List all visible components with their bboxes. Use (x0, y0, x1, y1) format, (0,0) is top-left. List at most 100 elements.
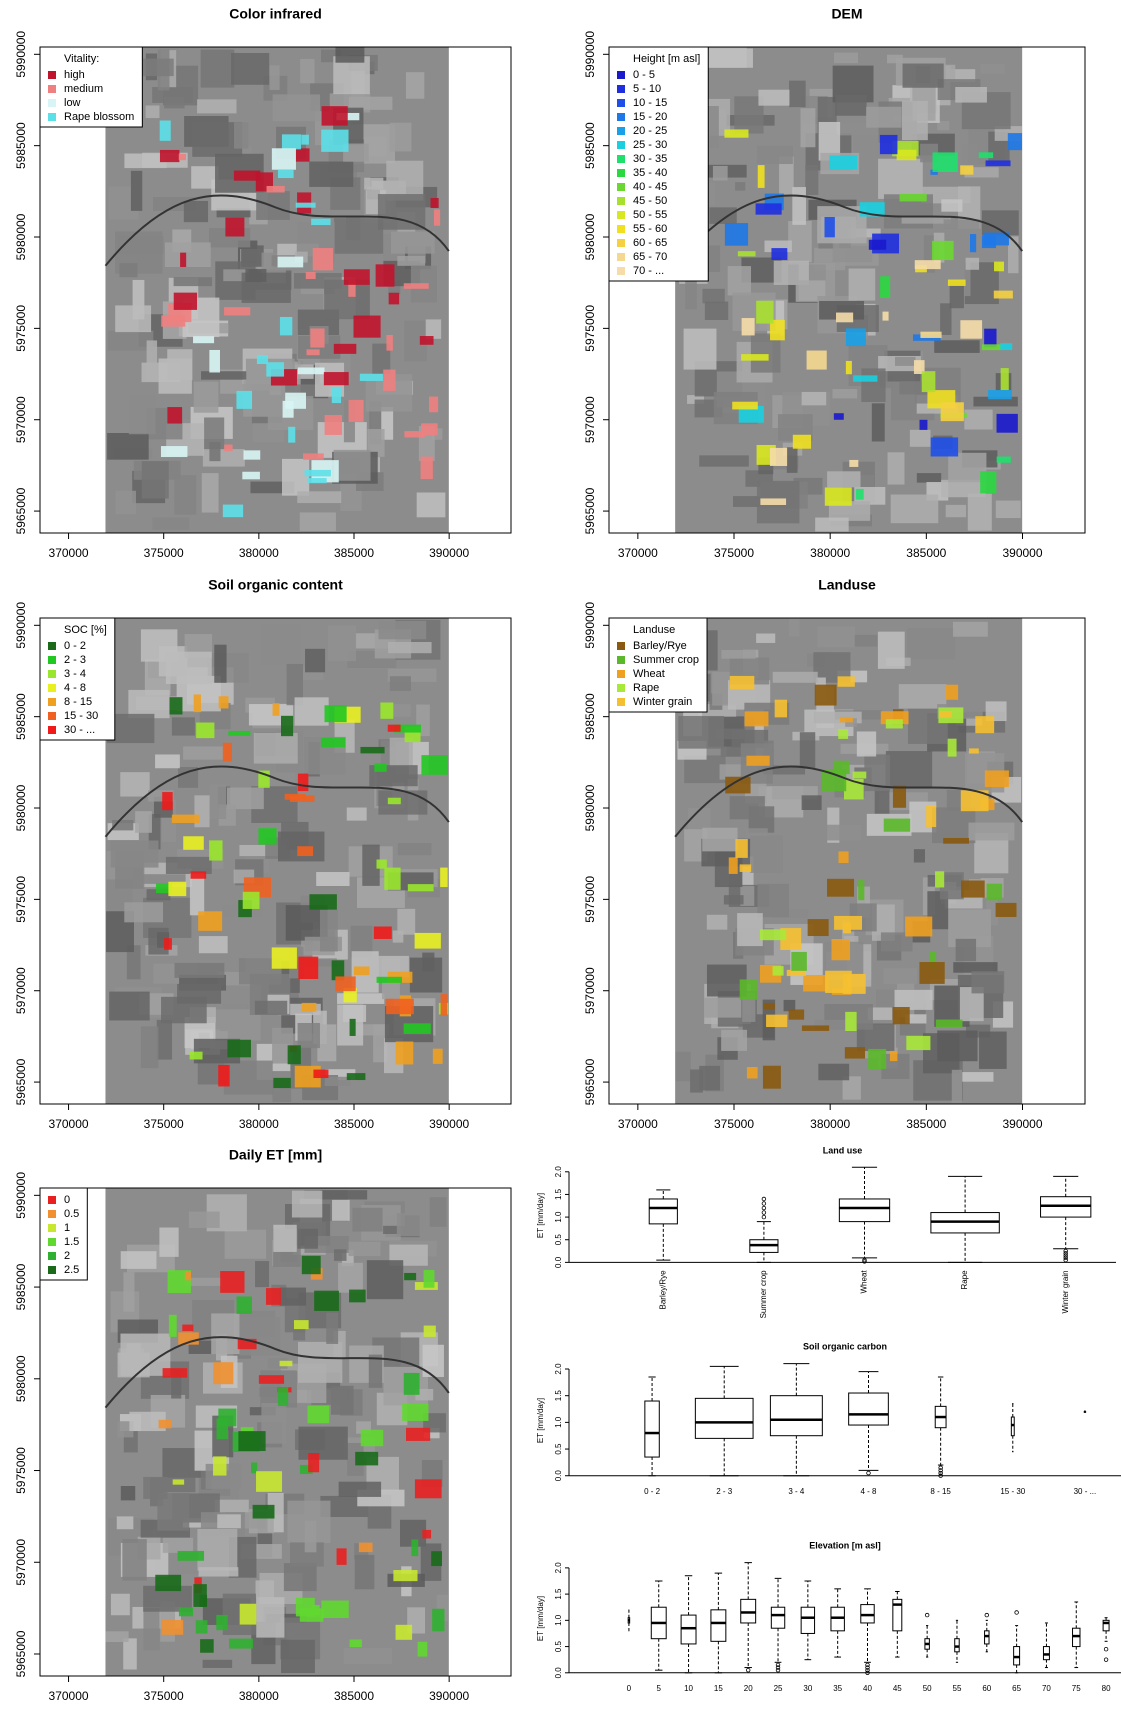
field-patch (882, 311, 889, 321)
legend-swatch (617, 155, 625, 163)
aerial-field (120, 1485, 136, 1501)
outlier (1063, 1257, 1068, 1263)
aerial-field (405, 72, 425, 99)
field-patch (825, 970, 852, 993)
field-patch (806, 350, 827, 370)
x-tick-label: 380000 (239, 1117, 279, 1131)
field-patch (975, 716, 995, 734)
outlier (1063, 1248, 1068, 1254)
aerial-field (211, 1313, 240, 1355)
aerial-field (250, 481, 295, 494)
field-patch (209, 840, 223, 861)
aerial-field (333, 449, 371, 481)
box (648, 1198, 678, 1225)
field-patch (218, 1408, 237, 1427)
aerial-field (732, 79, 768, 90)
legend-swatch (617, 169, 625, 177)
field-patch (969, 748, 979, 754)
field-patch (323, 372, 349, 386)
aerial-field (995, 500, 1021, 519)
aerial-field (281, 1639, 315, 1674)
y-tick-label: 5970000 (14, 396, 28, 443)
field-patch (209, 349, 220, 373)
aerial-field (704, 301, 729, 320)
field-patch (160, 446, 188, 458)
field-patch (193, 694, 201, 713)
aerial-field (827, 471, 861, 488)
field-patch (943, 837, 970, 844)
field-patch (321, 1600, 349, 1619)
field-patch (395, 1041, 414, 1065)
field-patch (189, 1051, 203, 1060)
y-tick-label: 5985000 (14, 693, 28, 740)
legend-swatch (48, 642, 56, 650)
aerial-field (165, 651, 212, 685)
field-patch (1000, 368, 1009, 391)
aerial-field (165, 856, 212, 874)
aerial-field (396, 1213, 429, 1237)
aerial-field (404, 320, 427, 362)
field-patch (739, 864, 752, 872)
x-tick-label: 385000 (334, 1117, 374, 1131)
y-tick-label: 0.0 (554, 1470, 563, 1482)
field-patch (256, 354, 269, 365)
field-patch (431, 1551, 443, 1567)
legend-swatch (617, 127, 625, 135)
aerial-field (143, 1476, 168, 1499)
chart-title: Soil organic carbon (803, 1341, 887, 1351)
aerial-field (907, 628, 956, 660)
field-patch (308, 1453, 320, 1473)
field-patch (930, 169, 938, 175)
aerial-field (389, 676, 411, 691)
aerial-field (256, 1597, 285, 1638)
aerial-field (231, 52, 270, 85)
aerial-field (352, 1207, 383, 1232)
y-tick-label: 1.5 (554, 1188, 563, 1200)
field-patch (892, 785, 907, 808)
aerial-field (338, 1262, 363, 1293)
field-patch (880, 276, 891, 299)
x-tick-label: Wheat (860, 1270, 869, 1294)
aerial-field (964, 409, 993, 430)
aerial-field (146, 340, 158, 383)
aerial-field (294, 697, 329, 726)
aerial-field (214, 644, 227, 683)
x-tick-label: 75 (1072, 1684, 1081, 1693)
field-patch (282, 400, 294, 418)
aerial-field (854, 634, 878, 647)
field-patch (237, 1338, 257, 1350)
plot-border (39, 1187, 512, 1677)
field-patch (986, 883, 1003, 901)
aerial-field (304, 1520, 317, 1553)
y-tick-label: 0.5 (554, 1640, 563, 1652)
aerial-field (110, 840, 159, 868)
x-tick-label: 370000 (49, 1117, 89, 1131)
field-patch (824, 216, 835, 238)
box (984, 1630, 990, 1645)
aerial-field (352, 1024, 390, 1036)
field-patch (879, 134, 898, 155)
y-tick-label: 1.0 (554, 1614, 563, 1626)
aerial-field (415, 1388, 434, 1401)
aerial-field (341, 1249, 354, 1267)
y-tick-label: 5965000 (583, 1058, 597, 1105)
field-patch (769, 447, 788, 466)
field-patch (388, 292, 400, 305)
aerial-field (423, 1413, 446, 1433)
field-patch (155, 1574, 182, 1592)
x-tick-label: 370000 (49, 546, 89, 560)
legend-label: low (64, 97, 81, 109)
aerial-field (874, 786, 890, 814)
field-patch (218, 1064, 230, 1087)
field-patch (433, 209, 441, 226)
outlier (775, 1665, 781, 1670)
field-patch (757, 165, 765, 188)
legend-swatch (617, 197, 625, 205)
field-patch (845, 328, 866, 347)
field-patch (162, 792, 173, 811)
y-tick-label: 0.0 (554, 1256, 563, 1268)
aerial-field (827, 824, 861, 841)
field-patch (423, 1269, 435, 1288)
x-tick-label: 385000 (334, 1689, 374, 1703)
box (769, 1395, 823, 1437)
